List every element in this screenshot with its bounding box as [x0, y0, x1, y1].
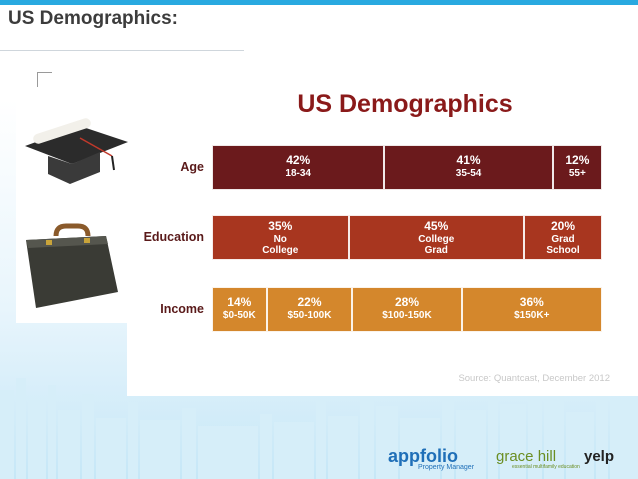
graduation-cap-icon — [25, 118, 128, 184]
title-divider — [0, 50, 244, 51]
gracehill-logo: grace hill — [496, 448, 557, 465]
bar-segment-income-2: 28% $100-150K — [352, 287, 462, 332]
segment-category: 18-34 — [285, 168, 311, 179]
row-label-education: Education — [143, 229, 204, 244]
segment-percent: 28% — [394, 295, 419, 309]
bar-segment-education-1: 45% College Grad — [348, 215, 524, 260]
appfolio-logo-subtitle: Property Manager — [418, 464, 475, 471]
segment-percent: 14% — [227, 295, 252, 309]
city-skyline-background — [0, 374, 638, 479]
bar-segment-age-1: 41% 35-54 — [384, 145, 553, 190]
segment-category: No College — [262, 234, 299, 256]
segment-category: $100-150K — [382, 310, 432, 321]
bar-segment-age-0: 42% 18-34 — [212, 145, 385, 190]
segment-category: $50-100K — [287, 310, 332, 321]
bar-segment-education-2: 20% Grad School — [524, 215, 602, 260]
segment-category: 35-54 — [455, 168, 482, 179]
segment-category: $0-50K — [222, 310, 256, 321]
segment-percent: 20% — [550, 219, 576, 233]
segment-percent: 42% — [286, 153, 311, 167]
segment-category: College Grad — [418, 234, 455, 256]
chart-source: Source: Quantcast, December 2012 — [458, 373, 610, 384]
segment-category: Grad School — [546, 234, 580, 256]
bar-segment-education-0: 35% No College — [212, 215, 349, 260]
row-label-income: Income — [160, 301, 204, 316]
gracehill-logo-subtitle: essential multifamily education — [512, 464, 580, 470]
corner-mark — [37, 72, 52, 87]
briefcase-icon — [26, 223, 118, 308]
segment-category: 55+ — [568, 168, 586, 179]
appfolio-logo: appfolio — [388, 446, 458, 466]
segment-percent: 45% — [424, 219, 449, 233]
segment-percent: 36% — [519, 295, 544, 309]
segment-percent: 12% — [565, 153, 590, 167]
row-label-age: Age — [180, 159, 204, 174]
bar-segment-age-2: 12% 55+ — [552, 145, 602, 190]
yelp-logo: yelp — [584, 448, 615, 465]
sponsor-logos: appfolio Property Manager grace hill ess… — [380, 440, 638, 474]
segment-percent: 22% — [297, 295, 322, 309]
segment-percent: 41% — [456, 153, 481, 167]
segment-category: $150K+ — [514, 310, 550, 321]
slide-title: US Demographics: — [8, 8, 178, 29]
bar-segment-income-3: 36% $150K+ — [461, 287, 602, 332]
bar-segment-income-0: 14% $0-50K — [212, 287, 267, 332]
bar-segment-income-1: 22% $50-100K — [266, 287, 353, 332]
chart-title: US Demographics — [297, 90, 513, 118]
segment-percent: 35% — [268, 219, 293, 233]
top-accent-bar — [0, 0, 638, 5]
